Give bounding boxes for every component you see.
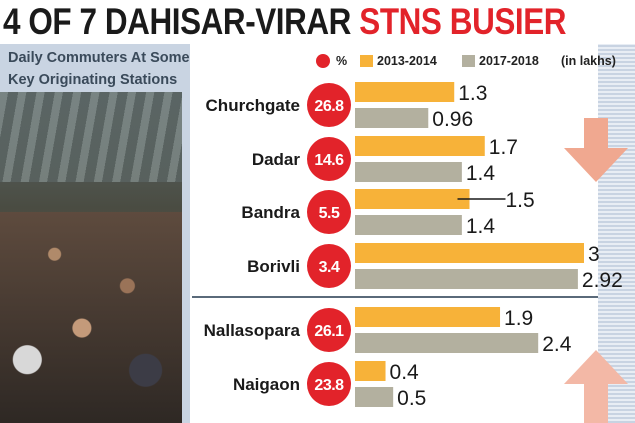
crowd-photo xyxy=(0,92,182,423)
value-label-2017-2018-borivli: 2.92 xyxy=(582,269,623,292)
bar-2013-2014-dadar xyxy=(355,136,485,156)
up-arrow-icon xyxy=(564,350,628,423)
value-label-2017-2018-dadar: 1.4 xyxy=(466,162,496,185)
bar-2017-2018-nallasopara xyxy=(355,333,539,353)
station-label-bandra: Bandra xyxy=(241,203,300,222)
bar-2017-2018-bandra xyxy=(355,215,462,235)
station-label-dadar: Dadar xyxy=(252,150,301,169)
percent-label-nallasopara: 26.1 xyxy=(314,323,344,340)
station-roof-graphic xyxy=(0,92,182,182)
chart-subtitle: Daily Commuters At Some Key Originating … xyxy=(8,47,308,91)
subtitle-line-1: Daily Commuters At Some xyxy=(8,50,190,66)
legend-2013-label: 2013-2014 xyxy=(377,54,437,68)
value-label-2013-2014-churchgate: 1.3 xyxy=(458,82,487,105)
percent-label-bandra: 5.5 xyxy=(319,205,340,222)
bar-2013-2014-bandra xyxy=(355,189,470,209)
legend-percent-swatch xyxy=(316,54,330,68)
value-label-2013-2014-nallasopara: 1.9 xyxy=(504,307,533,330)
value-label-2017-2018-nallasopara: 2.4 xyxy=(542,333,572,356)
subtitle-line-2: Key Originating Stations xyxy=(8,72,178,88)
station-label-borivli: Borivli xyxy=(247,257,300,276)
percent-circle-churchgate xyxy=(307,83,351,127)
percent-label-churchgate: 26.8 xyxy=(314,98,344,115)
percent-label-dadar: 14.6 xyxy=(314,152,344,169)
bar-2013-2014-borivli xyxy=(355,243,584,263)
legend-unit-label: (in lakhs) xyxy=(561,54,616,68)
headline-part-2: STNS BUSIER xyxy=(359,1,567,42)
value-label-2017-2018-churchgate: 0.96 xyxy=(432,108,473,131)
down-arrow-icon xyxy=(564,118,628,182)
legend-2017-swatch xyxy=(462,55,475,67)
value-label-2013-2014-naigaon: 0.4 xyxy=(390,361,420,384)
legend-percent-label: % xyxy=(336,54,348,68)
section-divider xyxy=(192,296,598,298)
headline-part-1: 4 OF 7 DAHISAR-VIRAR xyxy=(3,1,351,42)
percent-circle-nallasopara xyxy=(307,308,351,352)
legend-2017-label: 2017-2018 xyxy=(479,54,539,68)
headline: 4 OF 7 DAHISAR-VIRAR STNS BUSIER xyxy=(0,0,566,44)
bar-2017-2018-churchgate xyxy=(355,108,429,128)
bar-2017-2018-borivli xyxy=(355,269,578,289)
value-label-2017-2018-naigaon: 0.5 xyxy=(397,387,426,410)
bar-2013-2014-churchgate xyxy=(355,82,455,102)
percent-label-borivli: 3.4 xyxy=(319,259,340,276)
value-label-2013-2014-dadar: 1.7 xyxy=(489,136,518,159)
percent-circle-naigaon xyxy=(307,362,351,406)
bar-2017-2018-dadar xyxy=(355,162,462,182)
station-label-nallasopara: Nallasopara xyxy=(204,321,301,340)
value-label-2013-2014-borivli: 3 xyxy=(588,243,600,266)
percent-circle-bandra xyxy=(307,190,351,234)
value-label-2013-2014-bandra: 1.5 xyxy=(506,189,535,212)
percent-circle-dadar xyxy=(307,137,351,181)
percent-circle-borivli xyxy=(307,244,351,288)
commuter-crowd-graphic xyxy=(0,212,182,423)
percent-label-naigaon: 23.8 xyxy=(314,377,344,394)
value-label-2017-2018-bandra: 1.4 xyxy=(466,215,496,238)
station-label-naigaon: Naigaon xyxy=(233,375,300,394)
bar-2017-2018-naigaon xyxy=(355,387,394,407)
station-label-churchgate: Churchgate xyxy=(206,96,300,115)
bar-2013-2014-naigaon xyxy=(355,361,386,381)
bar-2013-2014-nallasopara xyxy=(355,307,501,327)
legend-2013-swatch xyxy=(360,55,373,67)
